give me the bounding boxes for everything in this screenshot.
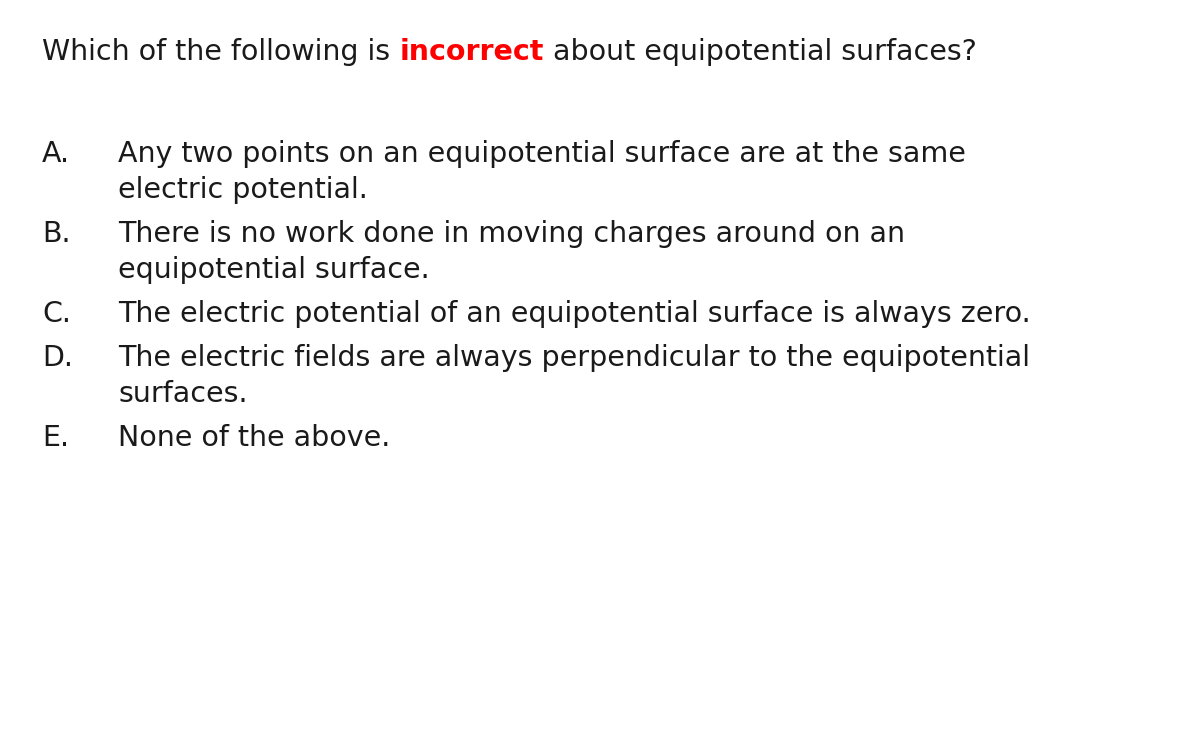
Text: surfaces.: surfaces. [118, 380, 247, 408]
Text: Which of the following is: Which of the following is [42, 38, 400, 66]
Text: B.: B. [42, 220, 71, 248]
Text: None of the above.: None of the above. [118, 424, 390, 452]
Text: electric potential.: electric potential. [118, 176, 368, 204]
Text: E.: E. [42, 424, 70, 452]
Text: Any two points on an equipotential surface are at the same: Any two points on an equipotential surfa… [118, 140, 966, 168]
Text: D.: D. [42, 344, 73, 372]
Text: There is no work done in moving charges around on an: There is no work done in moving charges … [118, 220, 905, 248]
Text: A.: A. [42, 140, 70, 168]
Text: about equipotential surfaces?: about equipotential surfaces? [544, 38, 977, 66]
Text: incorrect: incorrect [400, 38, 544, 66]
Text: equipotential surface.: equipotential surface. [118, 256, 430, 284]
Text: The electric potential of an equipotential surface is always zero.: The electric potential of an equipotenti… [118, 300, 1031, 328]
Text: C.: C. [42, 300, 71, 328]
Text: The electric fields are always perpendicular to the equipotential: The electric fields are always perpendic… [118, 344, 1030, 372]
